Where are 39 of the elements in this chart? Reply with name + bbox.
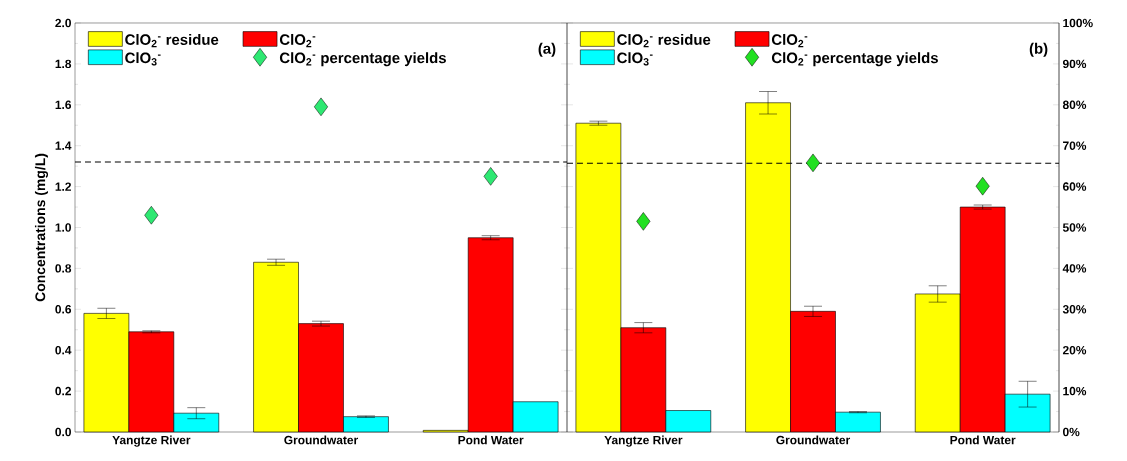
text: 80% — [1062, 100, 1087, 110]
text: 50% — [1062, 223, 1087, 232]
text: 30% — [1062, 305, 1087, 314]
legend-label: ClO$_{3}$- — [617, 52, 653, 66]
text: 10% — [1063, 386, 1087, 396]
x-tick-label: Groundwater — [776, 435, 851, 445]
y-tick-label: 1.2 — [55, 182, 71, 191]
text: 90% — [1062, 59, 1087, 69]
legend-label: ClO$_{2}$$^{-}$ percentage yields — [279, 52, 446, 67]
legend-label: ClO$_{2}$- — [279, 33, 316, 48]
legend-label: ClO$_{2}$- — [771, 33, 808, 48]
y-tick-label: 1.8 — [55, 59, 72, 69]
legend-label: ClO$_{3}$- — [125, 52, 161, 66]
y-tick-label: 2.0 — [55, 18, 71, 28]
x-tick-label: Pond Water — [950, 435, 1016, 445]
y-tick-label: 0.8 — [55, 264, 72, 273]
legend-label: ClO$_{2}$$^{-}$ residue — [617, 33, 711, 48]
y-tick-label: 0.6 — [55, 305, 72, 314]
x-tick-label: Pond Water — [458, 435, 524, 445]
y-tick-label: 1.0 — [55, 223, 71, 232]
text: 70% — [1063, 141, 1087, 150]
y-tick-label: 0.0 — [55, 427, 71, 437]
text: 60% — [1062, 182, 1087, 191]
y-axis-title: Concentrations (mg/L) — [34, 153, 49, 302]
text: 20% — [1062, 345, 1087, 355]
x-tick-label: Yangtze River — [604, 435, 683, 447]
text: 100% — [1063, 18, 1093, 28]
y-tick-label: 1.6 — [55, 100, 72, 110]
y-tick-label: 0.4 — [55, 345, 72, 355]
legend-label: ClO$_{2}$$^{-}$ residue — [125, 33, 219, 48]
annotation: (b) — [1029, 42, 1048, 57]
text: 40% — [1062, 264, 1087, 273]
x-tick-label: Yangtze River — [112, 435, 191, 447]
y-tick-label: 1.4 — [55, 141, 72, 150]
text: 0% — [1063, 427, 1080, 437]
legend-label: ClO$_{2}$$^{-}$ percentage yields — [771, 52, 938, 67]
x-tick-label: Groundwater — [284, 435, 359, 445]
y-tick-label: 0.2 — [55, 386, 71, 396]
annotation: (a) — [538, 42, 556, 57]
